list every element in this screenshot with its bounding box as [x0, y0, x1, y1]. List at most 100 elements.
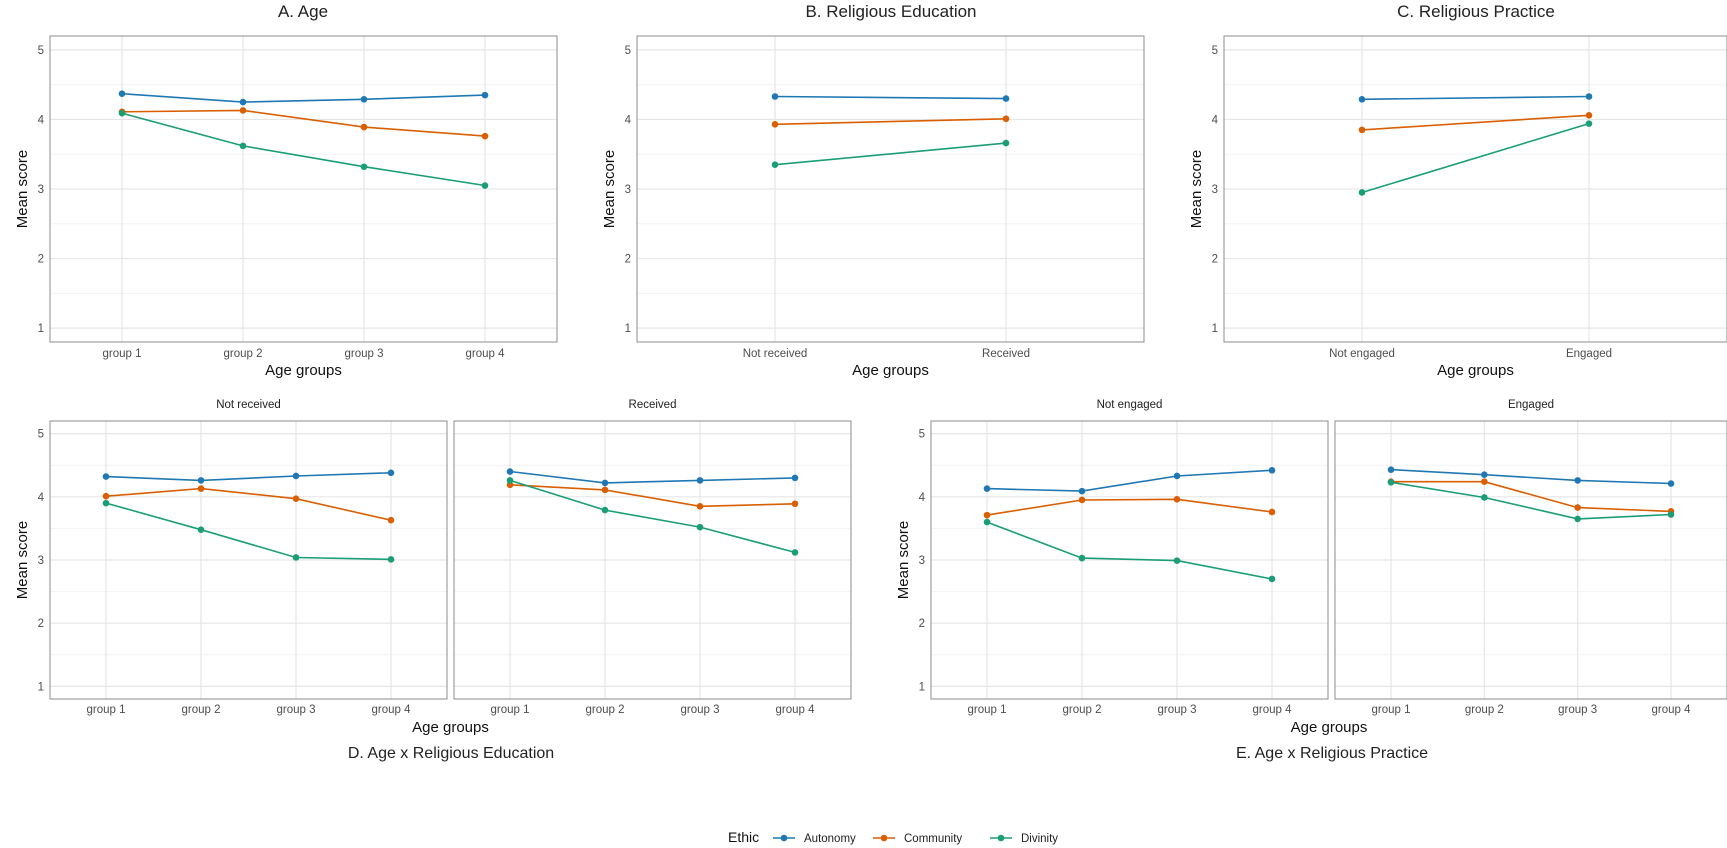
data-point-divinity: [102, 499, 110, 507]
data-point-divinity: [481, 182, 489, 189]
x-tick-label: group 2: [223, 348, 262, 360]
panel-border: [636, 35, 1145, 343]
x-tick-label: group 3: [1558, 704, 1597, 716]
data-point-divinity: [387, 556, 395, 563]
series-line-divinity: [986, 521, 1273, 580]
data-point-community: [1358, 126, 1366, 134]
x-tick-label: group 1: [967, 704, 1006, 716]
y-tick-label: 1: [1212, 323, 1218, 335]
series-line-community: [105, 487, 392, 521]
panel-title: C. Religious Practice: [1397, 2, 1555, 21]
y-tick-label: 1: [38, 681, 44, 693]
x-tick-label: group 4: [465, 348, 505, 360]
legend-item-autonomy: Autonomy: [773, 833, 856, 845]
chart-c: C. Religious Practice Age groups Mean scor…: [1188, 2, 1555, 379]
y-tick-label: 2: [38, 254, 44, 266]
data-point-community: [292, 495, 300, 503]
series-line-divinity: [1361, 122, 1590, 194]
data-point-divinity: [197, 526, 205, 533]
legend-key-point: [997, 834, 1005, 842]
panel-title: A. Age: [278, 2, 328, 21]
data-point-autonomy: [1078, 487, 1086, 495]
x-tick-label: Not engaged: [1329, 348, 1395, 360]
x-axis-title: Age groups: [412, 719, 489, 736]
panel-border: [49, 420, 448, 700]
data-point-autonomy: [983, 485, 991, 492]
data-point-divinity: [696, 523, 704, 531]
y-tick-label: 4: [38, 492, 45, 504]
y-tick-label: 5: [38, 45, 44, 57]
data-point-divinity: [292, 554, 300, 561]
x-tick-label: group 4: [371, 704, 411, 716]
x-tick-label: group 2: [181, 704, 220, 716]
y-tick-label: 3: [919, 555, 925, 567]
data-point-community: [1002, 115, 1010, 123]
panel-e-not-engaged: Not engaged 1 2 3 4 5 group 1 group 2 group 3 gro…: [919, 399, 1329, 716]
y-tick-label: 4: [625, 114, 632, 126]
y-tick-label: 2: [625, 254, 631, 266]
data-point-community: [360, 123, 368, 131]
data-point-divinity: [1002, 139, 1010, 147]
y-tick-label: 2: [919, 618, 925, 630]
data-point-community: [696, 502, 704, 510]
data-point-community: [1574, 504, 1581, 511]
y-axis-title: Mean score: [14, 150, 31, 228]
data-point-autonomy: [1585, 93, 1593, 100]
series-line-divinity: [105, 502, 392, 561]
x-tick-label: group 1: [1371, 704, 1410, 716]
x-axis-title: Age groups: [265, 362, 342, 379]
data-point-community: [387, 516, 395, 524]
data-point-autonomy: [1358, 95, 1366, 103]
y-tick-label: 1: [625, 323, 631, 335]
y-axis-title: Mean score: [895, 521, 912, 599]
x-axis-title: Age groups: [1291, 719, 1368, 736]
y-tick-label: 3: [1212, 184, 1218, 196]
x-tick-label: group 2: [585, 704, 624, 716]
series-line-divinity: [121, 112, 486, 187]
y-tick-label: 5: [38, 429, 44, 441]
x-tick-label: group 4: [1651, 704, 1691, 716]
facet-strip-label: Engaged: [1508, 399, 1554, 411]
data-point-community: [983, 511, 991, 519]
panel-a: 1 2 3 4 5 group 1 group 2 group 3 group 4: [38, 35, 558, 360]
data-point-community: [601, 486, 609, 494]
data-point-divinity: [791, 549, 799, 556]
panel-d-not-received: Not received 1 2 3 4 5 group 1 group 2 group 3 gr…: [38, 399, 448, 716]
series-line-autonomy: [105, 472, 392, 482]
panel-title: B. Religious Education: [805, 2, 976, 21]
y-tick-label: 5: [1212, 45, 1218, 57]
data-point-community: [1078, 496, 1086, 504]
data-point-autonomy: [601, 479, 609, 487]
x-tick-label: group 4: [775, 704, 815, 716]
data-point-community: [197, 485, 205, 492]
y-tick-label: 1: [38, 323, 44, 335]
legend-item-community: Community: [873, 833, 962, 845]
panel-d-received: Received group 1 group 2 group 3 group 4: [453, 399, 852, 716]
chart-b: B. Religious Education Age groups Mean sco…: [601, 2, 977, 379]
data-point-autonomy: [481, 91, 489, 99]
legend-label: Autonomy: [804, 833, 856, 845]
series-line-autonomy: [1390, 468, 1672, 485]
data-point-autonomy: [1574, 477, 1581, 484]
y-tick-label: 2: [38, 618, 44, 630]
panel-caption: D. Age x Religious Education: [348, 745, 554, 762]
x-tick-label: group 3: [344, 348, 383, 360]
panel-caption: E. Age x Religious Practice: [1236, 745, 1428, 762]
x-axis-title: Age groups: [852, 362, 929, 379]
data-point-divinity: [1387, 478, 1395, 486]
series-line-community: [1361, 114, 1590, 131]
x-tick-label: Received: [982, 348, 1030, 360]
x-tick-label: Engaged: [1566, 348, 1612, 360]
data-point-autonomy: [696, 477, 704, 484]
chart-e: Age groups E. Age x Religious Practice Mea…: [895, 521, 1428, 762]
data-point-divinity: [1481, 494, 1488, 501]
facet-strip-label: Not received: [216, 399, 281, 411]
data-point-autonomy: [771, 93, 779, 100]
data-point-divinity: [1078, 554, 1086, 562]
legend-key-point: [780, 834, 788, 842]
data-point-community: [1173, 496, 1181, 503]
facet-strip-label: Not engaged: [1097, 399, 1163, 411]
data-point-community: [1268, 508, 1276, 516]
y-axis-title: Mean score: [601, 150, 618, 228]
x-tick-label: group 1: [490, 704, 529, 716]
